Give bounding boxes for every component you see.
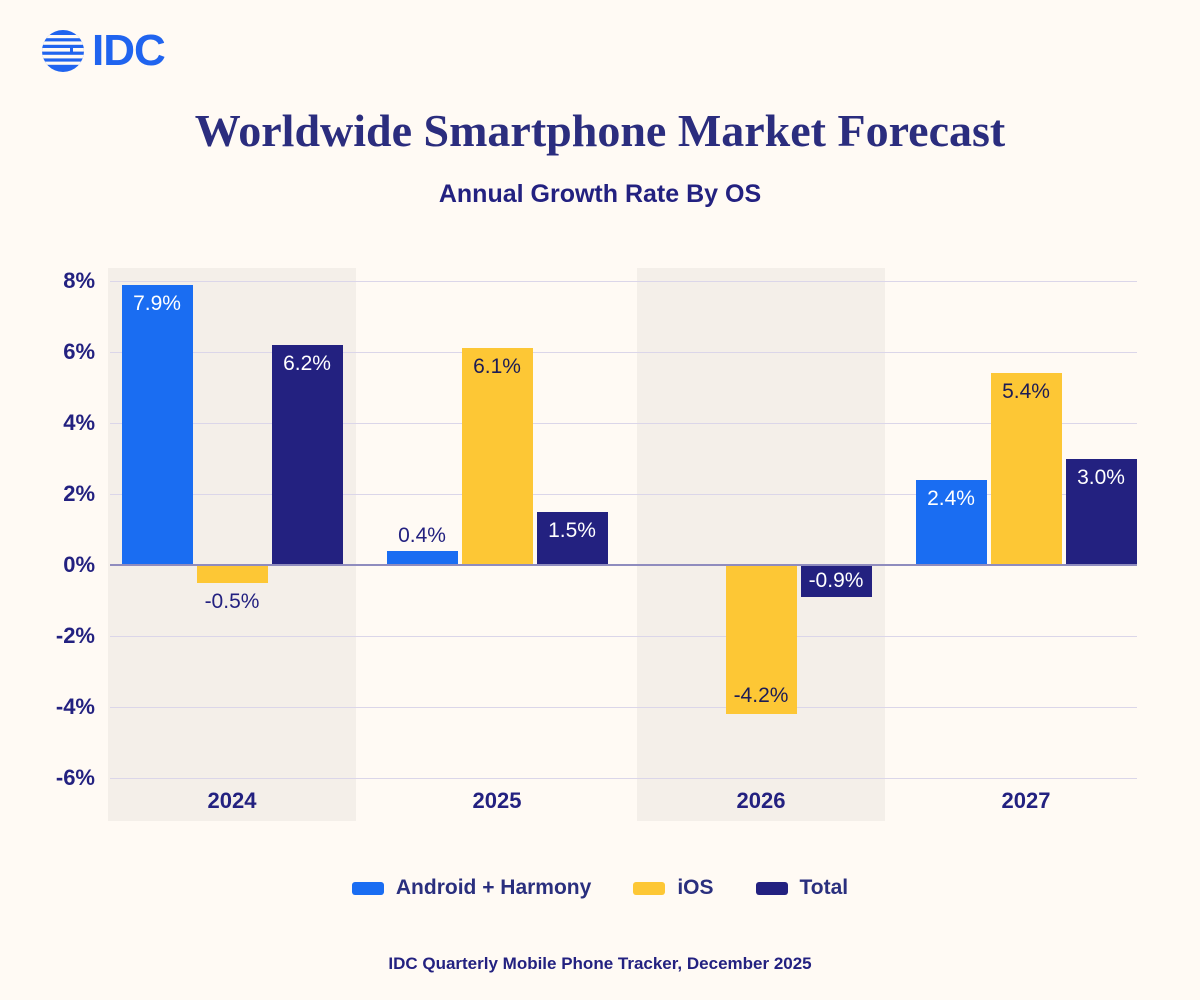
gridline-6% <box>110 352 1137 353</box>
bar-android-harmony-2024 <box>121 284 193 565</box>
x-axis-label-2026: 2026 <box>736 788 786 813</box>
bar-ios-2027 <box>990 373 1062 565</box>
legend-item-total: Total <box>755 876 849 900</box>
bar-android-harmony-2025 <box>386 550 458 565</box>
bar-total-2024 <box>271 344 343 565</box>
bar-label-ios-2026: -4.2% <box>733 684 789 708</box>
bar-ios-2024 <box>196 565 268 583</box>
bar-chart-plot-area: 8% 6% 4% 2% 0% -2% -4% -6% 7.9% -0.5% 6.2% 2024 0.4%… <box>56 268 1137 821</box>
source-note: IDC Quarterly Mobile Phone Tracker, Dece… <box>388 954 812 973</box>
gridline--4% <box>110 707 1137 708</box>
legend-swatch-total <box>755 881 788 895</box>
page-subtitle: Annual Growth Rate By OS <box>438 180 762 208</box>
y-tick-label--2%: -2% <box>55 623 95 648</box>
y-tick-label--6%: -6% <box>55 765 95 790</box>
legend-swatch-android-harmony <box>351 881 384 895</box>
idc-logo-text: IDC <box>92 26 166 75</box>
bar-android-harmony-2027 <box>915 479 987 565</box>
bar-total-2026 <box>800 565 872 597</box>
page-title: Worldwide Smartphone Market Forecast <box>194 105 1006 156</box>
y-tick-label--4%: -4% <box>55 694 95 719</box>
legend-item-android-harmony: Android + Harmony <box>351 876 592 900</box>
y-tick-label-4%: 4% <box>63 410 95 435</box>
bar-label-android-harmony-2027: 2.4% <box>927 486 975 510</box>
bar-label-ios-2025: 6.1% <box>473 355 521 379</box>
y-tick-label-0%: 0% <box>63 552 95 577</box>
legend-label-total: Total <box>799 876 849 899</box>
bar-label-ios-2027: 5.4% <box>1002 380 1050 404</box>
bar-label-total-2027: 3.0% <box>1077 465 1125 489</box>
legend-label-android-harmony: Android + Harmony <box>395 876 592 899</box>
gridline-4% <box>110 423 1137 424</box>
bar-label-total-2026: -0.9% <box>808 568 864 592</box>
idc-logo: IDC <box>40 26 166 75</box>
y-tick-label-6%: 6% <box>63 339 95 364</box>
idc-globe-icon <box>40 28 86 74</box>
bar-label-total-2025: 1.5% <box>548 518 596 542</box>
bar-total-2025 <box>536 511 608 565</box>
gridline-2% <box>110 494 1137 495</box>
gridline-8% <box>110 281 1137 282</box>
legend-label-ios: iOS <box>677 876 714 899</box>
bar-label-android-harmony-2025: 0.4% <box>398 523 446 547</box>
x-axis-label-2025: 2025 <box>472 788 522 813</box>
x-axis-label-2024: 2024 <box>207 788 257 813</box>
y-tick-label-8%: 8% <box>63 268 95 293</box>
bar-ios-2025 <box>461 348 533 565</box>
gridline--2% <box>110 636 1137 637</box>
legend-swatch-ios <box>633 881 666 895</box>
gridline--6% <box>110 778 1137 779</box>
chart-legend: Android + Harmony iOS Total <box>0 876 1200 900</box>
bar-label-total-2024: 6.2% <box>283 351 331 375</box>
y-tick-label-2%: 2% <box>63 481 95 506</box>
year-band-2026 <box>637 268 885 821</box>
bar-label-android-harmony-2024: 7.9% <box>133 291 181 315</box>
gridline-0% <box>110 564 1137 566</box>
bar-label-ios-2024: -0.5% <box>204 589 260 613</box>
bar-ios-2026 <box>725 565 797 715</box>
x-axis-label-2027: 2027 <box>1001 788 1051 813</box>
bar-total-2027 <box>1065 458 1137 565</box>
legend-item-ios: iOS <box>633 876 714 900</box>
